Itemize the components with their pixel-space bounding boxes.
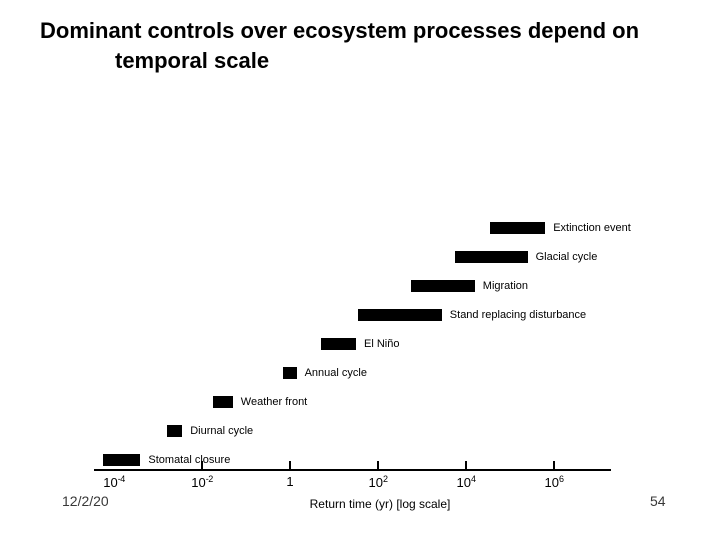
bar-label: El Niño [364, 338, 400, 350]
axis-tick-label: 104 [456, 474, 476, 490]
bar-label: Stand replacing disturbance [449, 309, 587, 321]
axis-tick-mark [289, 461, 291, 469]
timeline-bar [166, 425, 183, 437]
x-axis-label: Return time (yr) [log scale] [309, 497, 451, 511]
bar-label: Extinction event [553, 222, 631, 234]
bar-label: Glacial cycle [535, 251, 598, 263]
timeline-bar [358, 309, 442, 321]
slide-page-number: 54 [650, 493, 666, 509]
bar-label: Migration [482, 280, 529, 292]
axis-tick-mark [465, 461, 467, 469]
bar-label: Annual cycle [304, 367, 367, 379]
timeline-bar [455, 251, 528, 263]
axis-tick-mark [201, 461, 203, 469]
slide-date: 12/2/20 [62, 493, 108, 509]
slide-title-line1: Dominant controls over ecosystem process… [40, 18, 640, 43]
axis-tick-label: 10-4 [103, 474, 125, 490]
timeline-bar [490, 222, 546, 234]
axis-tick-mark [553, 461, 555, 469]
x-axis-line [94, 469, 612, 471]
timeline-bar [103, 454, 141, 466]
axis-tick-label: 106 [544, 474, 564, 490]
timeline-bar [411, 280, 475, 292]
axis-tick-mark [377, 461, 379, 469]
timeline-bar [283, 367, 297, 379]
bar-label: Diurnal cycle [190, 425, 254, 437]
timeline-bar [320, 338, 356, 350]
axis-tick-label: 1 [286, 474, 294, 489]
slide-title: Dominant controls over ecosystem process… [40, 16, 705, 76]
slide-title-line2: temporal scale [115, 48, 270, 73]
axis-tick-label: 102 [368, 474, 388, 490]
axis-tick-label: 10-2 [191, 474, 213, 490]
bar-label: Stomatal closure [148, 454, 231, 466]
bar-label: Weather front [240, 396, 308, 408]
timeline-bar [213, 396, 233, 408]
